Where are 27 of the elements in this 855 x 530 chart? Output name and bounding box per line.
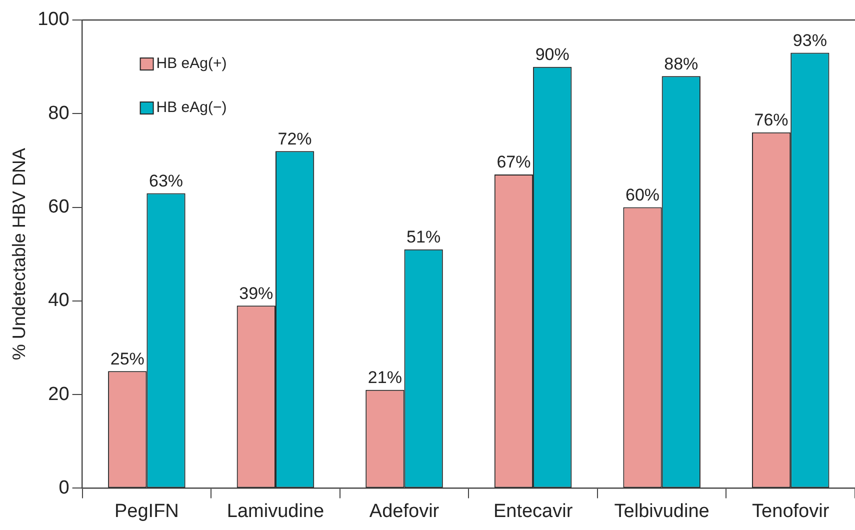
y-tick-label: 40 bbox=[48, 290, 70, 312]
data-label: 39% bbox=[239, 284, 274, 303]
x-tick-label: Adefovir bbox=[369, 500, 440, 522]
data-label: 63% bbox=[148, 171, 184, 190]
data-label: 76% bbox=[754, 110, 788, 130]
data-label: 51% bbox=[406, 228, 441, 247]
x-tick-label: PegIFN bbox=[114, 500, 179, 522]
data-label: 21% bbox=[368, 368, 402, 388]
y-axis-title: % Undetectable HBV DNA bbox=[8, 148, 29, 360]
legend-label: HB eAg(−) bbox=[156, 99, 227, 116]
data-label: 90% bbox=[535, 45, 570, 64]
legend-label: HB eAg(+) bbox=[156, 55, 227, 72]
y-tick-label: 60 bbox=[48, 196, 70, 218]
y-tick-label: 100 bbox=[38, 9, 70, 30]
data-label: 25% bbox=[110, 349, 144, 368]
x-tick-label: Entecavir bbox=[493, 500, 574, 522]
data-label: 72% bbox=[278, 129, 312, 148]
data-label: 60% bbox=[625, 185, 660, 204]
x-tick-label: Telbivudine bbox=[614, 500, 710, 522]
x-tick-label: Tenofovir bbox=[752, 500, 830, 522]
data-label: 93% bbox=[792, 30, 827, 50]
x-tick-label: Lamivudine bbox=[226, 500, 324, 522]
data-label: 88% bbox=[664, 54, 698, 74]
y-tick-label: 0 bbox=[58, 477, 70, 498]
y-tick-label: 20 bbox=[48, 384, 70, 405]
y-tick-label: 80 bbox=[48, 102, 70, 124]
data-label: 67% bbox=[496, 152, 531, 172]
